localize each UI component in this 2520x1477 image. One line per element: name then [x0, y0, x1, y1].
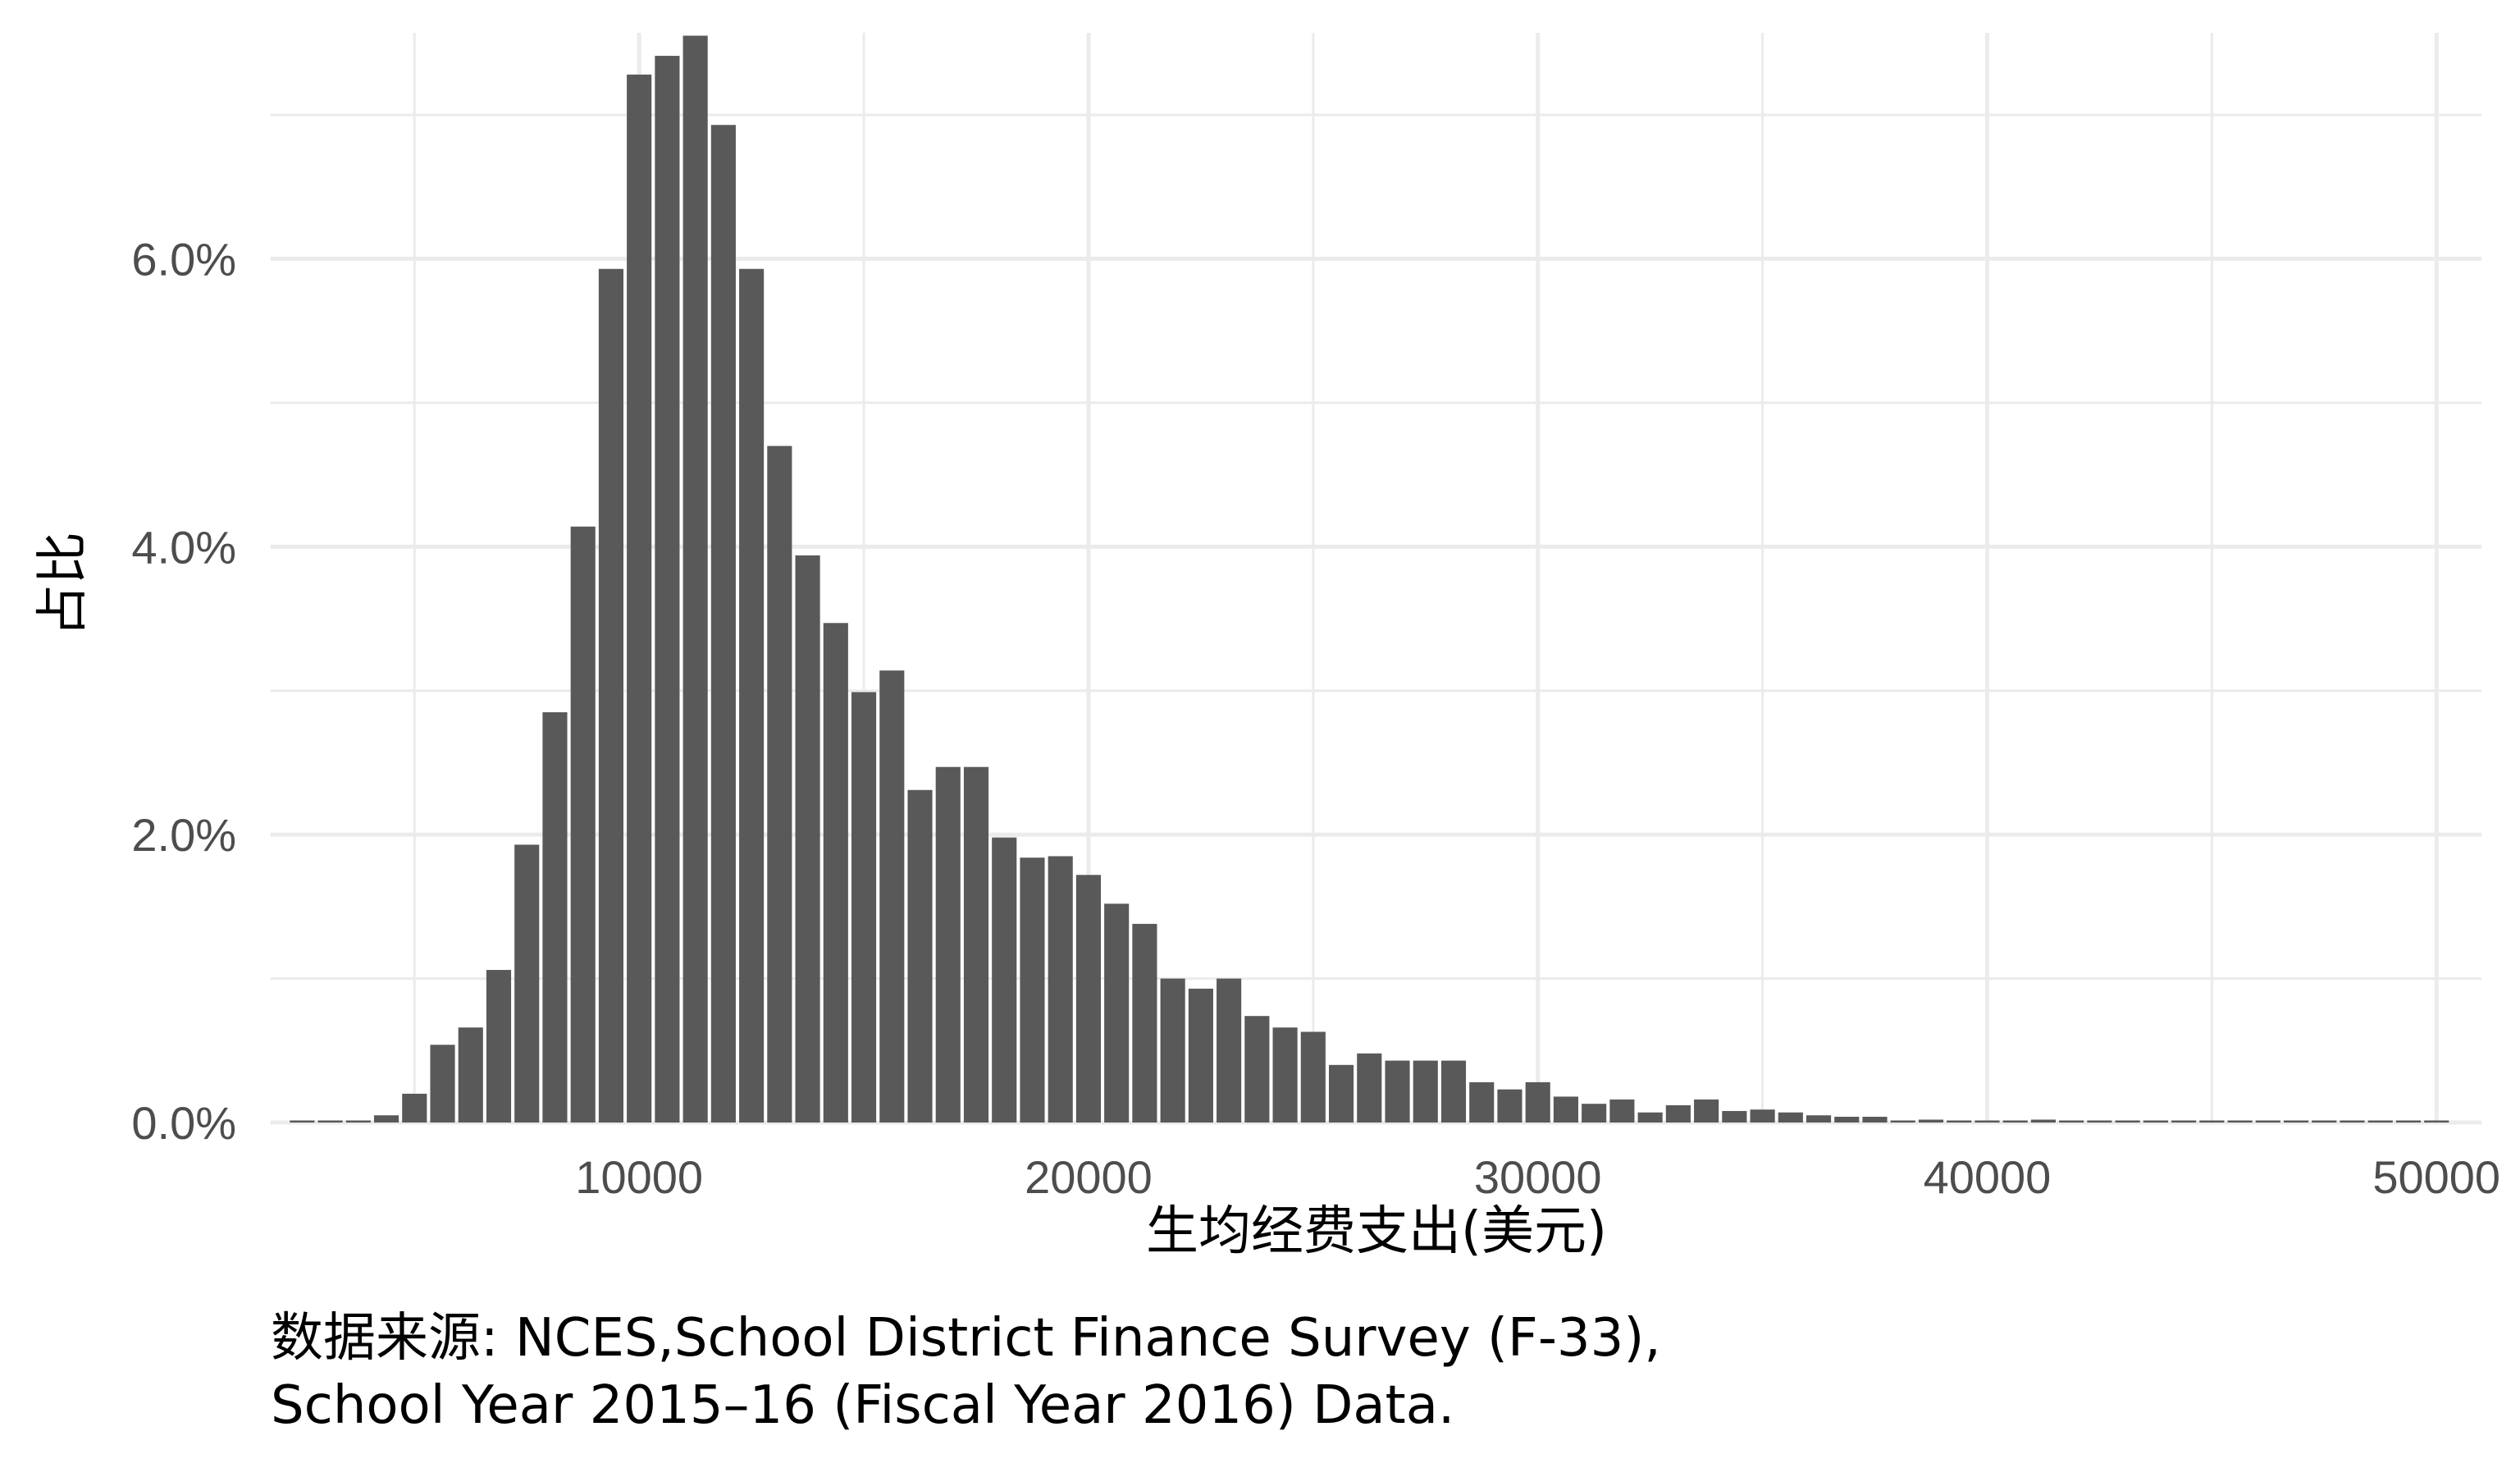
x-tick-label: 10000 — [575, 1151, 703, 1203]
histogram-bar — [290, 1120, 315, 1123]
histogram-bar — [1132, 923, 1157, 1123]
histogram-bar — [2030, 1119, 2056, 1123]
histogram-bar — [402, 1093, 427, 1123]
histogram-bar — [430, 1045, 455, 1123]
histogram-bar — [1862, 1116, 1888, 1123]
histogram-bar — [2087, 1120, 2112, 1123]
histogram-bar — [2002, 1120, 2028, 1123]
y-tick-label: 6.0% — [131, 233, 236, 285]
histogram-bar — [1048, 856, 1073, 1123]
histogram-bar — [2395, 1120, 2422, 1123]
histogram-bar — [1188, 988, 1213, 1123]
histogram-bar — [2255, 1120, 2280, 1123]
histogram-bar — [1469, 1081, 1495, 1123]
histogram-bar — [1582, 1104, 1607, 1123]
x-tick-label: 50000 — [2372, 1151, 2500, 1203]
histogram-bar — [1300, 1031, 1326, 1123]
histogram-bar — [1413, 1060, 1438, 1123]
histogram-bar — [1834, 1116, 1860, 1123]
histogram-bar — [739, 268, 765, 1123]
x-axis-tick-labels: 10000 20000 30000 40000 50000 — [575, 1151, 2500, 1203]
histogram-bar — [1497, 1089, 1522, 1123]
histogram-bar — [2143, 1120, 2168, 1123]
histogram-bar — [1694, 1099, 1719, 1123]
histogram-bar — [655, 56, 680, 1123]
histogram-bar — [907, 789, 933, 1123]
histogram-bar — [486, 970, 512, 1123]
histogram-bar — [710, 125, 736, 1123]
y-tick-label: 4.0% — [131, 521, 236, 573]
histogram-bar — [1609, 1099, 1635, 1123]
y-axis-title: 占比 — [33, 532, 94, 637]
histogram-bar — [1750, 1109, 1775, 1123]
histogram-bar — [1918, 1119, 1944, 1123]
histogram-bars — [290, 35, 2449, 1123]
histogram-bar — [1328, 1064, 1354, 1123]
histogram-bar — [2340, 1120, 2365, 1123]
histogram-bar — [2115, 1120, 2140, 1123]
histogram-bar — [1722, 1110, 1747, 1123]
x-tick-label: 40000 — [1924, 1151, 2052, 1203]
y-tick-label: 0.0% — [131, 1097, 236, 1149]
histogram-bar — [542, 712, 568, 1123]
histogram-bar — [1525, 1081, 1550, 1123]
histogram-bar — [458, 1027, 483, 1123]
histogram-bar — [1357, 1053, 1382, 1123]
histogram-bar — [963, 766, 989, 1123]
x-tick-label: 30000 — [1474, 1151, 1602, 1203]
histogram-bar — [682, 35, 708, 1123]
histogram-bar — [317, 1120, 343, 1123]
histogram-bar — [1104, 903, 1130, 1123]
histogram-bar — [2312, 1120, 2337, 1123]
histogram-bar — [2227, 1120, 2253, 1123]
histogram-bar — [627, 74, 652, 1123]
histogram-bar — [598, 268, 623, 1123]
caption-line-1: 数据来源: NCES,School District Finance Surve… — [271, 1308, 1661, 1369]
histogram-bar — [1160, 978, 1185, 1123]
histogram-bar — [1665, 1104, 1691, 1123]
histogram-bar — [373, 1115, 399, 1123]
histogram-bar — [1974, 1120, 2000, 1123]
histogram-bar — [2059, 1120, 2084, 1123]
histogram-bar — [1778, 1112, 1803, 1123]
caption-line-2: School Year 2015–16 (Fiscal Year 2016) D… — [271, 1375, 1454, 1436]
y-axis-tick-labels: 0.0% 2.0% 4.0% 6.0% — [131, 233, 236, 1149]
histogram-bar — [2171, 1120, 2197, 1123]
histogram-bar — [879, 670, 905, 1123]
histogram-bar — [1553, 1096, 1578, 1123]
x-axis-title: 生均经费支出(美元) — [1146, 1201, 1607, 1262]
histogram-bar — [2367, 1120, 2393, 1123]
histogram-bar — [345, 1120, 371, 1123]
x-tick-label: 20000 — [1025, 1151, 1153, 1203]
histogram-bar — [2199, 1120, 2225, 1123]
histogram-bar — [1637, 1112, 1663, 1123]
histogram-bar — [514, 844, 540, 1123]
histogram-bar — [1020, 857, 1045, 1123]
histogram-bar — [992, 837, 1017, 1123]
histogram-bar — [2424, 1120, 2449, 1123]
histogram-bar — [1385, 1060, 1410, 1123]
histogram-bar — [1806, 1115, 1832, 1123]
histogram-bar — [1890, 1120, 1915, 1123]
histogram-bar — [2283, 1120, 2309, 1123]
histogram-bar — [570, 526, 596, 1123]
histogram-bar — [935, 766, 961, 1123]
histogram-bar — [1217, 978, 1242, 1123]
histogram-bar — [1244, 1016, 1270, 1123]
histogram-bar — [1947, 1120, 1972, 1123]
y-tick-label: 2.0% — [131, 809, 236, 861]
histogram-bar — [767, 446, 792, 1123]
histogram-bar — [1440, 1060, 1467, 1123]
histogram-bar — [795, 555, 820, 1123]
histogram-bar — [1272, 1027, 1298, 1123]
histogram-bar — [851, 692, 877, 1123]
histogram-bar — [823, 623, 848, 1123]
histogram-bar — [1075, 875, 1101, 1123]
